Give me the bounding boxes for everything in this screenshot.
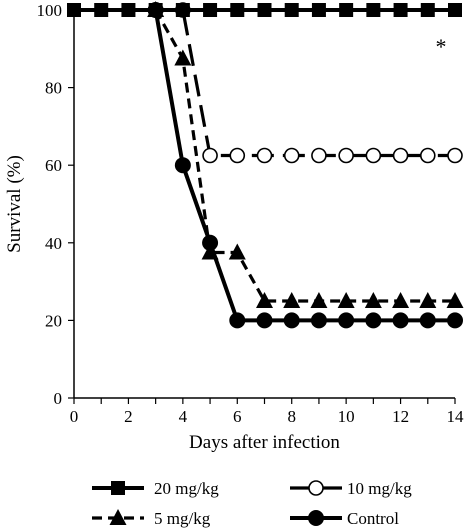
data-point-20-mg-kg	[420, 3, 435, 17]
data-point-5-mg-kg	[337, 292, 355, 308]
data-point-10-mg-kg	[338, 147, 354, 164]
data-point-20-mg-kg	[67, 3, 81, 17]
data-point-20-mg-kg	[175, 3, 190, 17]
data-point-10-mg-kg	[365, 147, 382, 164]
x-tick-label: 6	[233, 407, 242, 426]
x-tick-label: 12	[392, 407, 409, 426]
data-point-5-mg-kg	[256, 292, 273, 308]
data-point-20-mg-kg	[121, 3, 136, 17]
data-point-20-mg-kg	[393, 3, 408, 17]
data-point-5-mg-kg	[364, 292, 382, 308]
x-tick-label: 14	[447, 407, 465, 426]
y-tick-label: 20	[45, 311, 62, 330]
data-point-5-mg-kg	[392, 292, 410, 308]
data-point-5-mg-kg	[310, 292, 328, 308]
y-tick-label: 40	[45, 234, 62, 253]
legend-label: 20 mg/kg	[154, 479, 219, 498]
y-tick-label: 0	[54, 389, 63, 408]
series-line-control	[153, 9, 455, 323]
x-tick-label: 10	[338, 407, 355, 426]
data-point-control	[174, 157, 191, 174]
series-control	[147, 2, 463, 329]
x-axis-label: Days after infection	[189, 432, 340, 453]
legend-swatch-marker	[111, 481, 125, 495]
data-point-control	[419, 312, 436, 329]
y-tick-label: 80	[45, 79, 62, 98]
legend-swatch-marker	[308, 510, 324, 526]
data-point-20-mg-kg	[94, 3, 109, 17]
axis-ticks: 0 2 4 6 8 10 12 14 0 20 40 60 80 100	[37, 1, 465, 426]
legend-label: Control	[347, 509, 399, 528]
data-point-20-mg-kg	[339, 3, 354, 17]
data-point-control	[256, 312, 273, 329]
x-tick-label: 0	[70, 407, 79, 426]
data-point-control	[338, 312, 355, 329]
data-point-control	[392, 312, 409, 329]
series-line-10-mg-kg	[155, 8, 455, 158]
data-point-10-mg-kg	[447, 147, 463, 164]
x-tick-label: 8	[287, 407, 296, 426]
data-point-10-mg-kg	[311, 147, 327, 164]
legend-item-control: Control	[290, 509, 399, 528]
data-point-10-mg-kg	[283, 147, 300, 164]
data-point-control	[202, 234, 219, 251]
y-axis-label: Survival (%)	[4, 155, 25, 253]
legend-swatch-marker	[308, 480, 324, 496]
data-point-5-mg-kg	[419, 292, 437, 308]
x-tick-label: 4	[179, 407, 188, 426]
legend-swatch-marker	[109, 509, 127, 525]
series-line-5-mg-kg	[154, 9, 455, 303]
legend-item-5-mg-kg: 5 mg/kg	[92, 509, 211, 528]
data-point-5-mg-kg	[228, 243, 246, 260]
data-point-20-mg-kg	[257, 3, 272, 17]
x-tick-label: 2	[124, 407, 133, 426]
data-point-20-mg-kg	[284, 3, 299, 17]
significance-asterisk: *	[436, 34, 447, 59]
data-point-10-mg-kg	[202, 147, 218, 164]
legend: 20 mg/kg 10 mg/kg 5 mg/kg Control	[92, 479, 412, 528]
data-point-20-mg-kg	[311, 3, 326, 17]
series-20-mg-kg	[67, 3, 462, 17]
chart-axes	[73, 10, 455, 399]
data-point-control	[447, 312, 463, 329]
data-point-control	[283, 312, 300, 329]
data-point-control	[229, 312, 246, 329]
data-point-control	[365, 312, 382, 329]
data-point-20-mg-kg	[148, 3, 163, 17]
data-point-5-mg-kg	[283, 292, 301, 308]
data-point-5-mg-kg	[174, 49, 192, 66]
data-point-5-mg-kg	[446, 292, 464, 308]
data-point-10-mg-kg	[419, 147, 436, 164]
y-tick-label: 100	[37, 1, 63, 20]
data-point-20-mg-kg	[366, 3, 381, 17]
legend-item-20-mg-kg: 20 mg/kg	[92, 479, 219, 498]
data-point-20-mg-kg	[448, 3, 462, 17]
data-point-10-mg-kg	[392, 147, 409, 164]
data-point-control	[310, 312, 327, 329]
legend-item-10-mg-kg: 10 mg/kg	[290, 479, 412, 498]
data-point-20-mg-kg	[230, 3, 245, 17]
plot-area	[67, 1, 464, 329]
data-point-10-mg-kg	[229, 147, 246, 164]
data-point-10-mg-kg	[256, 147, 273, 164]
legend-label: 5 mg/kg	[154, 509, 211, 528]
y-tick-label: 60	[45, 156, 62, 175]
data-point-20-mg-kg	[203, 3, 218, 17]
legend-label: 10 mg/kg	[347, 479, 412, 498]
